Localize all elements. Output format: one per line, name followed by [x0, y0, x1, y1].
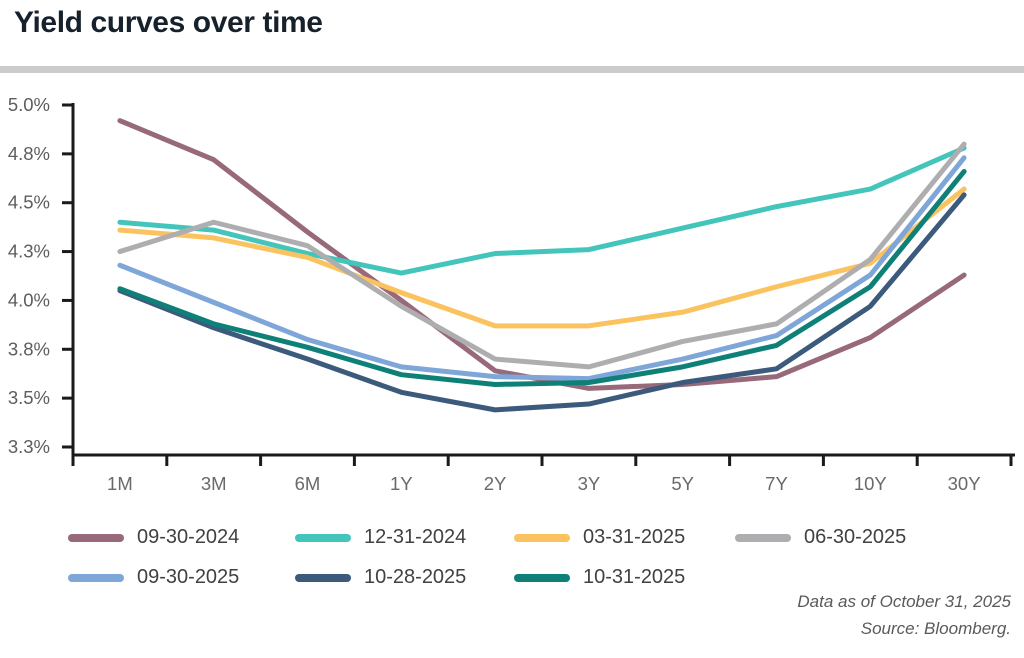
- legend-item-06-30-2025: 06-30-2025: [735, 526, 906, 549]
- legend-swatch: [68, 533, 124, 542]
- legend-swatch: [68, 573, 124, 582]
- legend-item-12-31-2024: 12-31-2024: [295, 526, 466, 549]
- x-axis-tick-label: 5Y: [671, 473, 694, 494]
- page-title: Yield curves over time: [14, 6, 323, 39]
- title-divider: [0, 66, 1024, 73]
- legend-swatch: [295, 533, 351, 542]
- chart-legend: 09-30-2024 12-31-2024 03-31-2025 06-30-2025…: [0, 0, 1024, 588]
- series-line-09-30-2024: [117, 118, 967, 391]
- legend-label: 09-30-2024: [137, 526, 240, 548]
- y-axis-tick-label: 4.8%: [8, 143, 50, 164]
- y-axis-tick-label: 4.0%: [8, 289, 50, 310]
- legend-item-09-30-2024: 09-30-2024: [68, 526, 239, 549]
- x-axis-tick-label: 2Y: [484, 473, 507, 494]
- source-note: Source: Bloomberg.: [860, 619, 1011, 638]
- y-axis-tick-label: 5.0%: [8, 94, 50, 115]
- legend-swatch: [735, 533, 791, 542]
- data-as-of-note: Data as of October 31, 2025: [797, 592, 1011, 611]
- x-axis-tick-label: 1M: [107, 473, 133, 494]
- legend-item-10-31-2025: 10-31-2025: [514, 566, 685, 589]
- series-line-03-31-2025: [117, 186, 967, 329]
- legend-label: 10-31-2025: [583, 566, 686, 588]
- y-axis-tick-label: 3.8%: [8, 338, 50, 359]
- legend-swatch: [295, 573, 351, 582]
- legend-label: 03-31-2025: [583, 526, 686, 548]
- series-line-12-31-2024: [117, 145, 967, 276]
- legend-label: 12-31-2024: [364, 526, 467, 548]
- x-axis-tick-label: 3Y: [578, 473, 601, 494]
- y-axis-tick-label: 4.3%: [8, 241, 50, 262]
- y-axis-tick-label: 3.5%: [8, 387, 50, 408]
- x-axis-tick-label: 6M: [295, 473, 321, 494]
- legend-item-10-28-2025: 10-28-2025: [295, 566, 466, 589]
- x-axis-tick-label: 30Y: [948, 473, 981, 494]
- x-axis-tick-label: 1Y: [390, 473, 413, 494]
- legend-label: 06-30-2025: [804, 526, 907, 548]
- y-axis-tick-label: 3.3%: [8, 436, 50, 457]
- x-axis-tick-label: 10Y: [854, 473, 887, 494]
- legend-label: 10-28-2025: [364, 566, 467, 588]
- series-line-10-28-2025: [117, 192, 967, 413]
- x-axis-tick-label: 7Y: [765, 473, 788, 494]
- legend-item-03-31-2025: 03-31-2025: [514, 526, 685, 549]
- chart-footnote: Data as of October 31, 2025 Source: Bloo…: [797, 588, 1011, 642]
- y-axis-tick-label: 4.5%: [8, 192, 50, 213]
- legend-label: 09-30-2025: [137, 566, 240, 588]
- legend-swatch: [514, 533, 570, 542]
- x-axis-tick-label: 3M: [201, 473, 227, 494]
- legend-swatch: [514, 573, 570, 582]
- series-line-06-30-2025: [117, 141, 967, 370]
- legend-item-09-30-2025: 09-30-2025: [68, 566, 239, 589]
- series-line-09-30-2025: [117, 155, 967, 382]
- series-line-10-31-2025: [117, 168, 967, 387]
- yield-curve-chart: 5.0% 4.8% 4.5% 4.3% 4.0% 3.8% 3.5% 3.3% 1M 3M 6M 1Y…: [8, 94, 1015, 494]
